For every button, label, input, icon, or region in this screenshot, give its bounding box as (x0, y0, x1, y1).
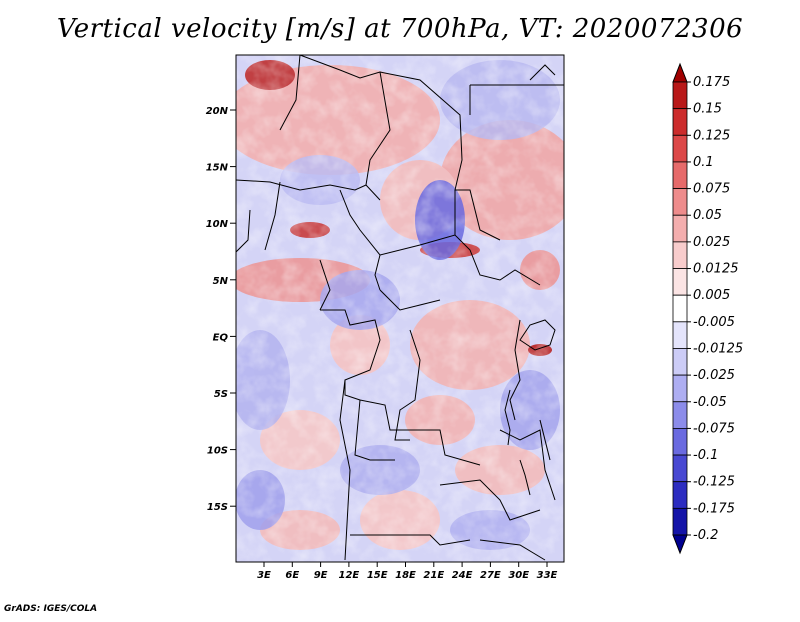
colorbar-label: 0.15 (693, 102, 722, 117)
lat-tick-label: 10N (206, 219, 229, 230)
colorbar-label: -0.175 (693, 501, 735, 516)
colorbar-segment (672, 134, 688, 163)
colorbar-segment (672, 321, 688, 349)
colorbar-label: -0.2 (693, 528, 718, 543)
colorbar-segment (672, 161, 688, 189)
footer-credit: GrADS: IGES/COLA (4, 604, 98, 614)
lon-tick-label: 12E (339, 570, 360, 581)
colorbar-segment (672, 188, 688, 216)
colorbar-label: 0.005 (693, 288, 730, 303)
colorbar-label: -0.075 (693, 421, 735, 436)
colorbar-label: -0.1 (693, 448, 718, 463)
vertical-velocity-field (236, 55, 564, 562)
lat-tick-label: 20N (206, 106, 229, 117)
colorbar-label: 0.025 (693, 235, 730, 250)
lat-tick-label: 15S (207, 502, 228, 513)
colorbar-label: 0.075 (693, 182, 730, 197)
latitude-axis: 20N 15N 10N 5N EQ 5S 10S 15S (206, 106, 236, 513)
lon-tick-label: 3E (257, 570, 271, 581)
lon-tick-label: 6E (285, 570, 299, 581)
lon-tick-label: 33E (537, 570, 558, 581)
lon-tick-label: 15E (367, 570, 388, 581)
colorbar-segment (672, 268, 688, 296)
lake-outlines (504, 319, 556, 496)
colorbar-segment (672, 374, 688, 403)
lon-tick-label: 21E (423, 570, 444, 581)
lon-tick-label: 18E (395, 570, 416, 581)
longitude-axis: 3E 6E 9E 12E 15E 18E 21E 24E 27E 30E 33E (257, 562, 558, 581)
lon-tick-label: 27E (480, 570, 501, 581)
lon-tick-label: 24E (452, 570, 473, 581)
colorbar-label: -0.0125 (693, 341, 743, 356)
colorbar-segment (672, 348, 688, 376)
country-borders (236, 55, 564, 561)
colorbar-label: -0.025 (693, 368, 735, 383)
colorbar-label: 0.0125 (693, 262, 739, 277)
colorbar-label: -0.05 (693, 395, 727, 410)
colorbar-label: 0.05 (693, 208, 722, 223)
colorbar-segment (672, 454, 688, 483)
colorbar-segment (672, 401, 688, 429)
lat-tick-label: 15N (206, 163, 229, 174)
colorbar-segment (672, 241, 688, 269)
colorbar-bottom-arrow (672, 534, 688, 555)
lat-tick-label: 5S (214, 389, 228, 400)
chart-title: Vertical velocity [m/s] at 700hPa, VT: 2… (56, 14, 744, 44)
lat-tick-label: 10S (207, 446, 228, 457)
lon-tick-label: 30E (508, 570, 529, 581)
colorbar-label: -0.125 (693, 475, 735, 490)
colorbar-segment (672, 507, 688, 536)
lat-tick-label: 5N (213, 276, 229, 287)
colorbar-segment (672, 428, 688, 456)
colorbar-segment (672, 214, 688, 243)
colorbar-top-arrow (672, 62, 688, 83)
map-frame (235, 54, 565, 563)
colorbar-label: 0.125 (693, 128, 730, 143)
colorbar: 0.175 0.15 0.125 0.1 0.075 0.05 0.025 0.0125 0.0… (672, 62, 743, 555)
colorbar-label: 0.1 (693, 155, 714, 170)
lat-tick-label: EQ (213, 332, 229, 343)
colorbar-segment (672, 81, 688, 110)
colorbar-label: 0.175 (693, 75, 730, 90)
colorbar-segment (672, 108, 688, 136)
colorbar-segment (672, 481, 688, 509)
colorbar-segment (672, 294, 688, 323)
colorbar-label: -0.005 (693, 315, 735, 330)
lon-tick-label: 9E (314, 570, 328, 581)
